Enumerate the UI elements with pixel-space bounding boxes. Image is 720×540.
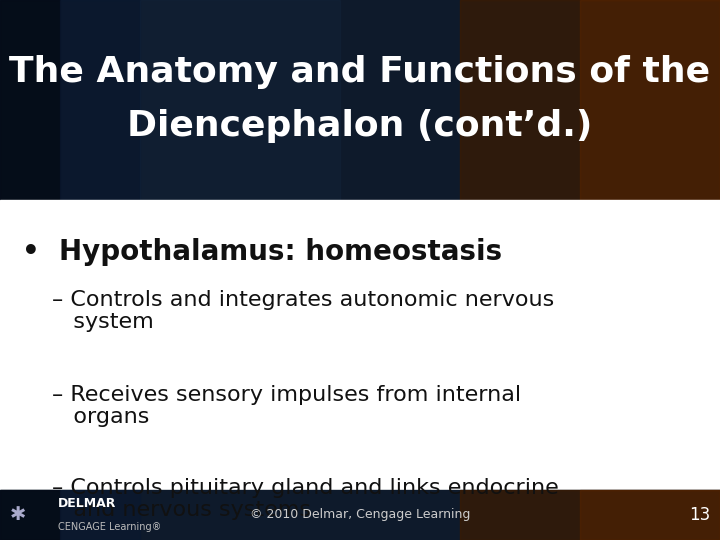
Bar [580, 490, 720, 540]
Bar [580, 0, 720, 200]
Bar [0, 490, 720, 540]
Text: The Anatomy and Functions of the: The Anatomy and Functions of the [9, 55, 711, 89]
Text: ✱: ✱ [10, 505, 26, 524]
Bar [0, 0, 720, 200]
Text: Diencephalon (cont’d.): Diencephalon (cont’d.) [127, 109, 593, 143]
Bar [460, 0, 720, 200]
Text: 13: 13 [689, 506, 711, 524]
Bar [60, 0, 140, 200]
Text: © 2010 Delmar, Cengage Learning: © 2010 Delmar, Cengage Learning [250, 508, 470, 522]
Text: and nervous systems: and nervous systems [52, 500, 311, 520]
Text: – Controls pituitary gland and links endocrine: – Controls pituitary gland and links end… [52, 478, 559, 498]
Text: CENGAGE Learning®: CENGAGE Learning® [58, 522, 161, 532]
Bar [140, 0, 340, 200]
Bar [0, 200, 720, 490]
Text: •  Hypothalamus: homeostasis: • Hypothalamus: homeostasis [22, 238, 502, 266]
Bar [0, 490, 60, 540]
Text: system: system [52, 312, 154, 332]
Text: – Controls and integrates autonomic nervous: – Controls and integrates autonomic nerv… [52, 290, 554, 310]
Bar [460, 490, 720, 540]
Bar [0, 0, 60, 200]
Text: organs: organs [52, 407, 149, 427]
Bar [60, 490, 140, 540]
Text: – Receives sensory impulses from internal: – Receives sensory impulses from interna… [52, 385, 521, 405]
Text: DELMAR: DELMAR [58, 497, 117, 510]
